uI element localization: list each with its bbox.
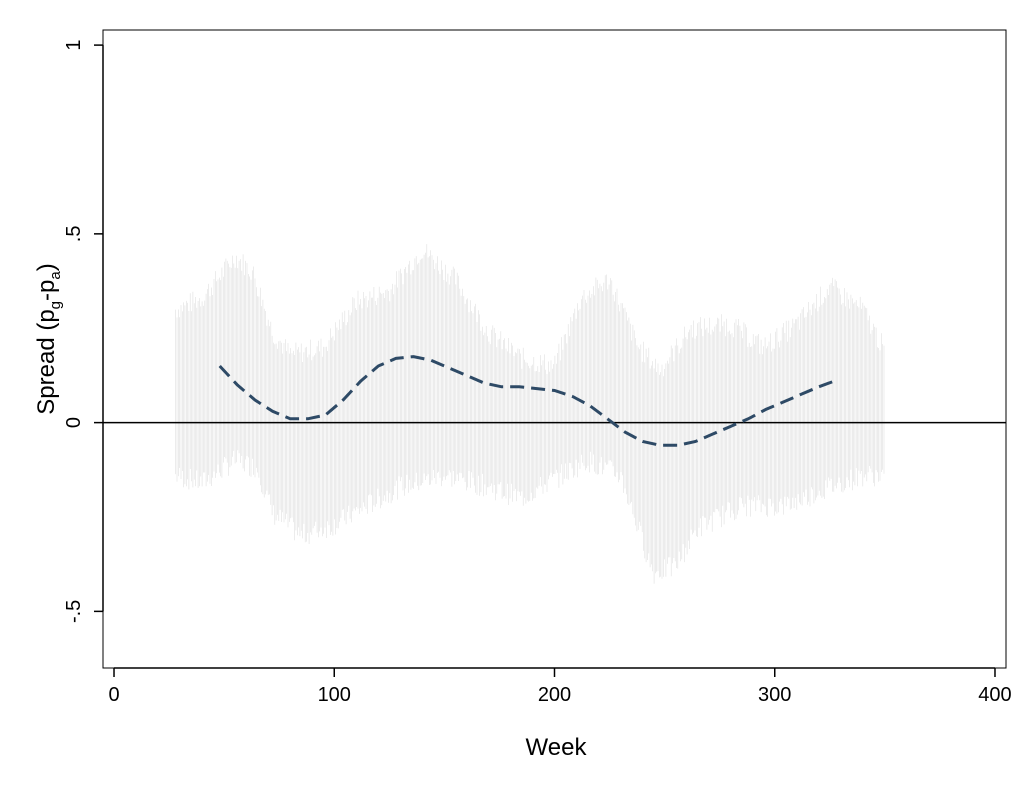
x-axis-title: Week	[526, 734, 588, 761]
y-axis: -.5 0 .5 1	[63, 40, 104, 623]
y-axis-title: Spread (pg-pa)	[33, 263, 64, 414]
x-tick-label: 400	[978, 684, 1011, 706]
x-tick-label: 300	[758, 684, 791, 706]
y-tick-label: 0	[63, 417, 85, 428]
x-tick-label: 200	[538, 684, 571, 706]
y-tick-label: .5	[63, 226, 85, 243]
x-tick-label: 0	[108, 684, 119, 706]
y-tick-label: -.5	[63, 600, 85, 623]
y-tick-label: 1	[63, 40, 85, 51]
x-tick-label: 100	[318, 684, 351, 706]
x-axis: 0 100 200 300 400	[108, 667, 1012, 706]
trend-line	[218, 355, 835, 447]
scatter-band	[175, 244, 885, 584]
